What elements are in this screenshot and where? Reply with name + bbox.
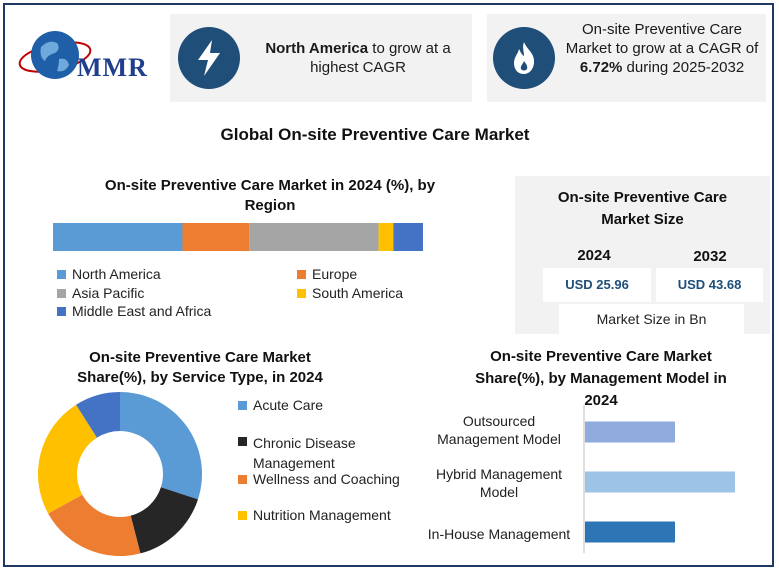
legend-item-chronic-disease-management: Chronic Disease Management (238, 433, 356, 473)
region-bar-segment-north-america (53, 223, 183, 251)
donut-slice-other (76, 392, 120, 438)
logo: MMR (15, 19, 163, 89)
region-bar-segment-europe (182, 223, 250, 251)
category-label-outsourced-management-model: Outsourced Management Model (437, 413, 561, 447)
legend-swatch (238, 401, 247, 410)
legend-label: Asia Pacific (72, 285, 145, 301)
region-bar-segment-south-america (378, 223, 394, 251)
legend-swatch (57, 307, 66, 316)
legend-item-north-america: North America (57, 266, 161, 283)
callout-icon-circle (493, 27, 555, 89)
legend-swatch (238, 475, 247, 484)
market-size-panel: On-site Preventive Care Market Size 2024… (515, 176, 770, 334)
management-chart-title: On-site Preventive Care Market Share(%),… (475, 348, 727, 409)
legend-swatch (57, 270, 66, 279)
value-2032: USD 43.68 (656, 268, 763, 302)
region-chart-title: On-site Preventive Care Market in 2024 (… (104, 177, 436, 214)
infographic-frame: MMR North America to grow at a highest C… (3, 3, 774, 567)
legend-label: Europe (312, 266, 358, 282)
market-size-note: Market Size in Bn (559, 304, 744, 334)
callout-icon-circle (178, 27, 240, 89)
callout-text: On-site Preventive Care Market to grow a… (565, 21, 759, 76)
callout-north-america: North America to grow at a highest CAGR (170, 14, 472, 102)
donut-slice-acute-care (120, 392, 202, 500)
callout-text: North America to grow at a highest CAGR (265, 40, 451, 76)
region-bar-segment-middle-east-and-africa (393, 223, 423, 251)
category-label-hybrid-management-model: Hybrid Management Model (435, 466, 563, 500)
legend-swatch (297, 289, 306, 298)
lightning-bolt-icon (198, 40, 220, 76)
legend-item-nutrition-management: Nutrition Management (238, 507, 391, 524)
bar-outsourced-management-model (585, 421, 675, 443)
legend-swatch (57, 289, 66, 298)
legend-label: Wellness and Coaching (253, 471, 400, 487)
legend-item-europe: Europe (297, 266, 357, 283)
main-title: Global On-site Preventive Care Market (220, 125, 530, 144)
callout-cagr: On-site Preventive Care Market to grow a… (487, 14, 766, 102)
globe-logo-icon (18, 31, 92, 79)
market-size-title: On-site Preventive Care Market Size (557, 189, 728, 228)
value-2024: USD 25.96 (543, 268, 651, 302)
flame-icon (514, 42, 535, 74)
donut-slice-chronic-disease-management (130, 487, 198, 554)
legend-swatch (297, 270, 306, 279)
bar-hybrid-management-model (585, 471, 735, 493)
region-bar-segment-asia-pacific (249, 223, 379, 251)
legend-label: Chronic Disease Management (253, 435, 356, 471)
category-label-in-house-management: In-House Management (427, 526, 571, 542)
logo-text: MMR (77, 53, 148, 82)
legend-swatch (238, 437, 247, 446)
year-2032-label: 2032 (693, 248, 727, 265)
donut-slice-wellness-and-coaching (48, 494, 141, 556)
legend-label: North America (72, 266, 161, 282)
legend-item-asia-pacific: Asia Pacific (57, 285, 144, 302)
legend-swatch (238, 511, 247, 520)
service-chart-title: On-site Preventive Care Market Share(%),… (77, 349, 323, 386)
bar-in-house-management (585, 521, 675, 543)
region-stacked-bar (53, 223, 423, 251)
legend-item-south-america: South America (297, 285, 403, 302)
legend-label: Nutrition Management (253, 507, 391, 523)
service-donut-chart (38, 392, 202, 556)
legend-item-acute-care: Acute Care (238, 397, 323, 414)
legend-label: South America (312, 285, 404, 301)
legend-item-middle-east-and-africa: Middle East and Africa (57, 303, 211, 320)
legend-label: Middle East and Africa (72, 303, 212, 319)
management-bar-chart (583, 405, 735, 553)
legend-label: Acute Care (253, 397, 324, 413)
legend-item-wellness-and-coaching: Wellness and Coaching (238, 471, 400, 488)
donut-slice-nutrition-management (38, 404, 97, 514)
year-2024-label: 2024 (577, 247, 611, 264)
